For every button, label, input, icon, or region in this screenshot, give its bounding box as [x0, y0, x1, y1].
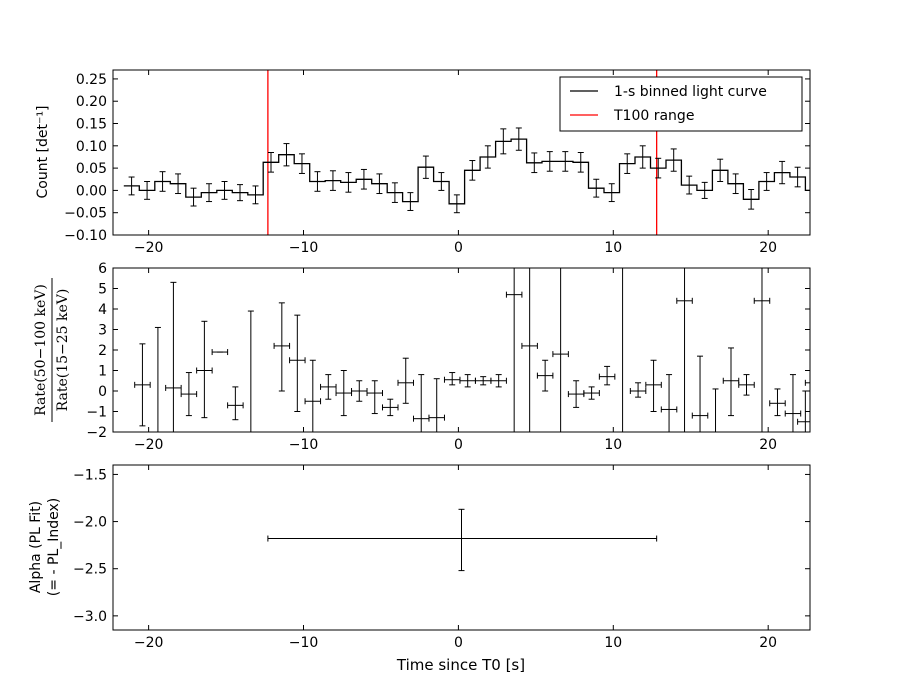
- y-tick-label: −1: [86, 405, 107, 421]
- x-tick-label: 20: [759, 635, 777, 651]
- y-tick-label: 0.10: [76, 139, 107, 155]
- ylabel-denominator: Rate(15−25 keV): [55, 289, 71, 412]
- legend-box: [559, 76, 803, 132]
- light-curve-series: [123, 127, 810, 214]
- y-tick-label: −2: [86, 425, 107, 441]
- y-tick-label: 1: [98, 364, 107, 380]
- y-tick-label: 6: [98, 261, 107, 277]
- light-curve-y-axis-label: Count [det⁻¹]: [35, 106, 51, 199]
- x-tick-label: −20: [134, 635, 164, 651]
- y-tick-label: 5: [98, 282, 107, 298]
- y-tick-label: 3: [98, 323, 107, 339]
- ylabel-numerator: Rate(50−100 keV): [33, 284, 49, 416]
- alpha-panel: −20 −10 0 10 20 −3.0 −2.5 −2.0 −1.5 Alpha (PL Fi…: [28, 464, 811, 674]
- y-tick-label: −2.5: [73, 562, 107, 578]
- x-tick-label: −20: [134, 240, 164, 256]
- x-tick-label: −20: [134, 437, 164, 453]
- x-axis-label: Time since T0 [s]: [396, 656, 525, 674]
- alpha-series: [267, 508, 658, 572]
- x-tick-label: 20: [759, 240, 777, 256]
- y-tick-label: −1.5: [73, 467, 107, 483]
- y-tick-label: −0.05: [64, 206, 107, 222]
- legend-label-light-curve: 1-s binned light curve: [614, 84, 767, 100]
- y-tick-label: 0: [98, 384, 107, 400]
- x-tick-label: 0: [454, 437, 463, 453]
- hardness-ratio-series: [134, 268, 810, 432]
- light-curve-frame: [112, 69, 811, 236]
- x-tick-label: 0: [454, 635, 463, 651]
- y-tick-label: 0.05: [76, 161, 107, 177]
- x-tick-label: 0: [454, 240, 463, 256]
- y-tick-label: 2: [98, 343, 107, 359]
- x-tick-label: −10: [289, 437, 319, 453]
- alpha-axes: −20 −10 0 10 20 −3.0 −2.5 −2.0 −1.5: [73, 465, 810, 651]
- legend-label-t100: T100 range: [613, 108, 694, 124]
- alpha-frame: [112, 464, 811, 631]
- y-tick-label: −0.10: [64, 228, 107, 244]
- x-tick-label: 20: [759, 437, 777, 453]
- alpha-y-axis-label-line1: Alpha (PL Fit): [28, 501, 44, 593]
- y-tick-label: 0.00: [76, 183, 107, 199]
- y-tick-label: 0.25: [76, 72, 107, 88]
- y-tick-label: 0.20: [76, 94, 107, 110]
- alpha-y-axis-label-line2: (= - PL_Index): [46, 498, 62, 596]
- light-curve-axes: −20 −10 0 10 20 −0.10 −0.05 0.00 0.05 0.10 0.15 0.2…: [64, 70, 810, 256]
- legend: 1-s binned light curve T100 range: [559, 76, 803, 132]
- x-tick-label: 10: [604, 240, 622, 256]
- hardness-ratio-frame: [112, 267, 811, 433]
- x-tick-label: −10: [289, 240, 319, 256]
- y-tick-label: 0.15: [76, 117, 107, 133]
- y-tick-label: −2.0: [73, 515, 107, 531]
- y-tick-label: −3.0: [73, 609, 107, 625]
- hardness-ratio-y-axis-label: Rate(50−100 keV) Rate(15−25 keV): [33, 278, 71, 422]
- y-tick-label: 4: [98, 302, 107, 318]
- x-tick-label: −10: [289, 635, 319, 651]
- x-tick-label: 10: [604, 635, 622, 651]
- x-tick-label: 10: [604, 437, 622, 453]
- light-curve-step-line: [123, 138, 810, 205]
- light-curve-panel: −20 −10 0 10 20 −0.10 −0.05 0.00 0.05 0.10 0.15 0.2…: [35, 69, 811, 256]
